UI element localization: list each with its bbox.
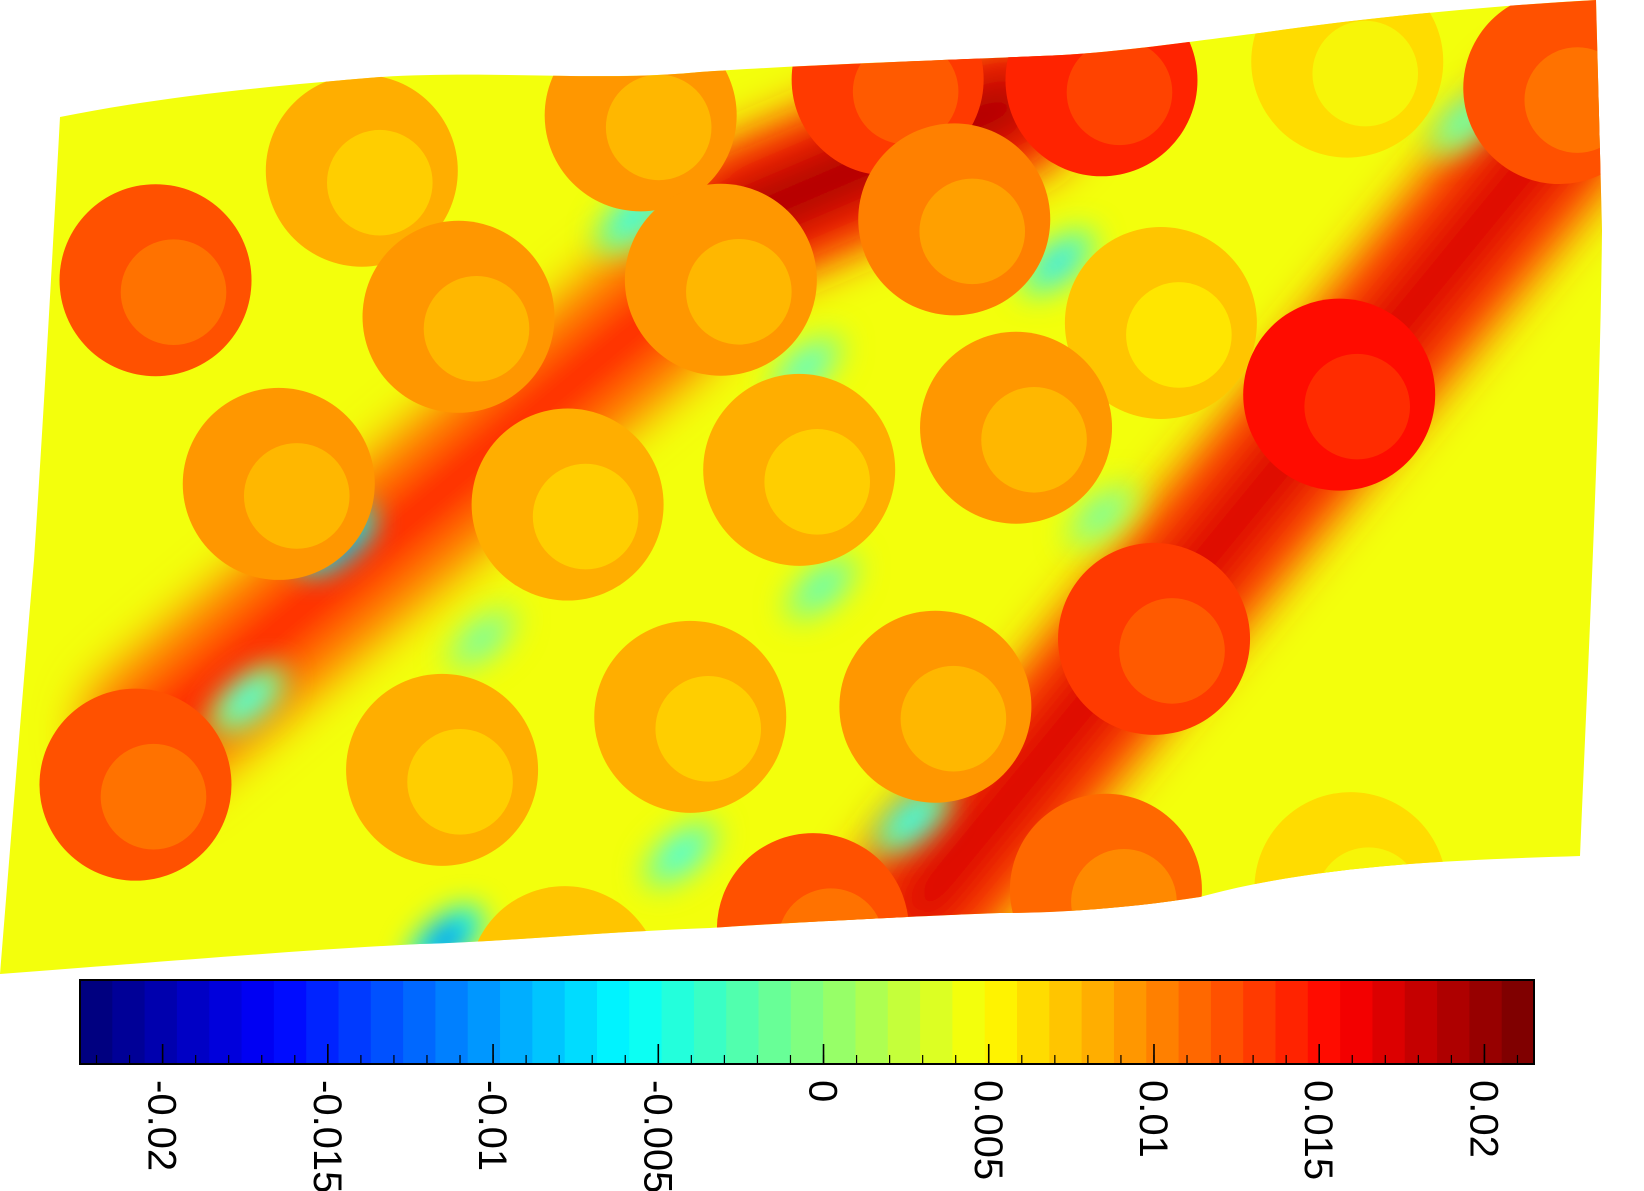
inclusion-shading <box>764 429 870 535</box>
colorbar-band <box>1243 980 1277 1064</box>
colorbar-major-ticks <box>161 1044 1486 1064</box>
colorbar-band <box>1113 980 1147 1064</box>
inclusion-shading <box>1066 39 1173 146</box>
colorbar-band <box>338 980 372 1064</box>
colorbar-band <box>273 980 307 1064</box>
colorbar-band <box>758 980 792 1064</box>
colorbar-tick-label: 0.01 <box>1131 1080 1175 1158</box>
colorbar-band <box>661 980 695 1064</box>
colorbar-band <box>790 980 824 1064</box>
colorbar-tick-label: 0.02 <box>1461 1080 1505 1158</box>
colorbar-tick-label: -0.02 <box>140 1080 184 1171</box>
colorbar-band <box>1178 980 1212 1064</box>
inclusion-shading <box>919 178 1026 285</box>
inclusion-shading <box>1524 47 1602 153</box>
inclusion-shading <box>1119 598 1225 704</box>
colorbar-band <box>467 980 501 1064</box>
colorbar-band <box>1469 980 1503 1064</box>
colorbar-band <box>306 980 340 1064</box>
colorbar-band <box>403 980 437 1064</box>
low-spot <box>803 571 840 604</box>
inclusion-shading <box>1071 848 1177 955</box>
colorbar-tick-label: -0.01 <box>470 1080 514 1171</box>
colorbar-band <box>1307 980 1341 1064</box>
high-band-core <box>886 95 1592 939</box>
inclusion-shading <box>686 238 792 345</box>
inclusion-shading <box>120 239 227 346</box>
inclusion-shading <box>852 38 959 145</box>
colorbar-band <box>1146 980 1180 1064</box>
colorbar-band <box>209 980 243 1064</box>
inclusion-shading <box>1126 282 1232 388</box>
colorbar-band <box>370 980 404 1064</box>
colorbar-band <box>564 980 598 1064</box>
contour-field <box>0 0 1602 974</box>
colorbar-band <box>1275 980 1309 1064</box>
colorbar-frame <box>79 979 1535 1065</box>
inclusion-shading <box>327 129 433 236</box>
high-band-core <box>119 275 693 768</box>
colorbar-tick-label: 0 <box>801 1080 845 1102</box>
colorbar-band <box>855 980 889 1064</box>
colorbar-band <box>952 980 986 1064</box>
colorbar-tick-label: 0.015 <box>1296 1080 1340 1180</box>
colorbar-band <box>1210 980 1244 1064</box>
low-spot <box>230 683 267 716</box>
colorbar-band <box>1372 980 1406 1064</box>
inclusion-shading <box>423 276 530 382</box>
inclusion-shading <box>1304 353 1410 460</box>
colorbar-band <box>1404 980 1438 1064</box>
inclusion-shading <box>778 888 884 974</box>
colorbar-band <box>693 980 727 1064</box>
colorbar-band <box>1340 980 1374 1064</box>
inclusion-shading <box>605 74 712 181</box>
colorbar-band <box>176 980 210 1064</box>
inclusion-shading <box>900 665 1007 772</box>
inclusion-shading <box>407 729 513 835</box>
colorbar-band <box>144 980 178 1064</box>
colorbar-band <box>726 980 760 1064</box>
colorbar-bands <box>80 980 1535 1064</box>
colorbar-band <box>1049 980 1083 1064</box>
colorbar-band <box>920 980 953 1064</box>
colorbar-band <box>887 980 921 1064</box>
inclusion <box>1254 792 1447 974</box>
inclusion-shading <box>100 743 207 850</box>
low-spot <box>1083 498 1120 532</box>
colorbar-band <box>629 980 663 1064</box>
colorbar-band <box>984 980 1018 1064</box>
colorbar-band <box>435 980 469 1064</box>
colorbar-tick-label: 0.005 <box>966 1080 1010 1180</box>
colorbar-band <box>823 980 857 1064</box>
low-spot <box>463 622 500 656</box>
colorbar-tick-labels: -0.02 -0.015 -0.01 -0.005 0 0.005 0.01 0.015 0.0… <box>140 1080 1506 1191</box>
colorbar-tick-label: -0.005 <box>635 1080 679 1191</box>
inclusion-shading <box>532 463 639 570</box>
colorbar-band <box>1437 980 1470 1064</box>
inclusion-shading <box>655 676 762 782</box>
inclusion-shading <box>1315 847 1422 953</box>
colorbar-band <box>500 980 533 1064</box>
colorbar-band <box>1501 980 1535 1064</box>
colorbar: -0.02 -0.015 -0.01 -0.005 0 0.005 0.01 0.015 0.0… <box>79 979 1535 1191</box>
colorbar-band <box>241 980 275 1064</box>
colorbar-tick-label: -0.015 <box>305 1080 349 1191</box>
low-spot <box>894 803 931 836</box>
colorbar-band <box>596 980 630 1064</box>
inclusion-shading <box>1312 20 1419 127</box>
inclusion-shading <box>243 443 350 549</box>
colorbar-band <box>532 980 566 1064</box>
inclusion-shading <box>981 386 1087 493</box>
colorbar-band <box>112 980 146 1064</box>
colorbar-band <box>1017 980 1050 1064</box>
low-spot <box>1040 246 1077 279</box>
colorbar-band <box>80 980 113 1064</box>
colorbar-band <box>1081 980 1115 1064</box>
low-spot <box>662 837 699 871</box>
